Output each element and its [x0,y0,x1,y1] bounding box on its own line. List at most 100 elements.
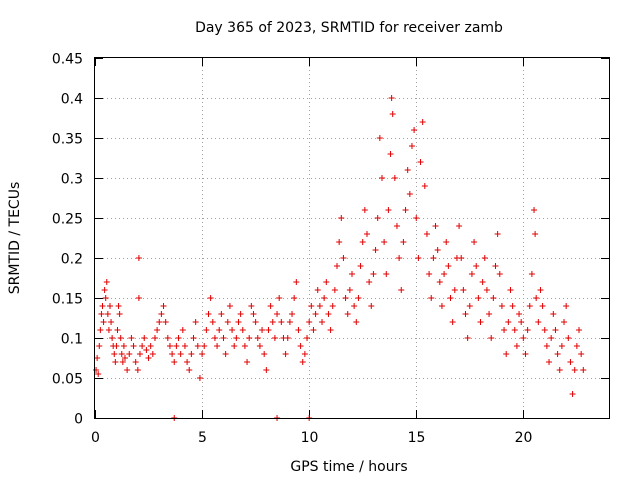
data-point [184,359,191,365]
y-tick-label: 0.35 [52,132,83,148]
data-point [488,335,495,341]
data-point [449,319,456,325]
data-point [164,335,171,341]
data-point [361,207,368,213]
data-point [256,343,263,349]
data-point [334,263,341,269]
data-point [188,351,195,357]
data-point [434,247,441,253]
data-point [259,327,266,333]
data-point [552,327,559,333]
data-point [134,367,141,373]
data-point [363,231,370,237]
data-point [344,311,351,317]
data-point [111,351,118,357]
data-point [370,271,377,277]
data-point [441,271,448,277]
data-point [113,343,120,349]
data-point [175,335,182,341]
data-point [355,295,362,301]
data-point [250,311,257,317]
data-point [518,319,525,325]
data-point [417,159,424,165]
data-point [229,327,236,333]
data-point [419,119,426,125]
y-tick-label: 0.4 [61,92,83,108]
data-point [389,111,396,117]
data-point [310,327,317,333]
data-point [438,303,445,309]
data-point [241,343,248,349]
data-point [561,319,568,325]
y-tick-label: 0.3 [61,172,83,188]
data-point [121,355,128,361]
data-point [524,327,531,333]
data-point [248,303,255,309]
data-point [430,255,437,261]
data-point [325,311,332,317]
data-point [105,327,112,333]
data-point [101,287,108,293]
data-point [464,335,471,341]
data-point [492,263,499,269]
data-point [136,351,143,357]
data-point [558,343,565,349]
data-point [126,351,133,357]
data-point [222,351,229,357]
data-point [475,295,482,301]
data-point [567,359,574,365]
data-point [128,335,135,341]
data-point [471,239,478,245]
data-point [520,335,527,341]
data-point [278,319,285,325]
data-point [239,327,246,333]
data-point [181,343,188,349]
data-point [576,327,583,333]
data-point [496,271,503,277]
data-point [130,343,137,349]
data-point [513,343,520,349]
data-point [244,359,251,365]
y-tick-label: 0.45 [52,52,83,68]
data-point [143,347,150,353]
data-point [342,295,349,301]
data-point [179,327,186,333]
data-point [404,167,411,173]
data-point [115,303,122,309]
data-point [550,311,557,317]
data-point [376,135,383,141]
y-tick-label: 0.05 [52,372,83,388]
data-point [162,319,169,325]
x-tick-label: 5 [198,430,207,446]
data-point [477,319,484,325]
data-point [507,287,514,293]
data-point [261,351,268,357]
data-point [481,255,488,261]
data-point [95,371,102,377]
data-point [316,303,323,309]
data-point [466,303,473,309]
data-point [321,295,328,301]
data-point [299,359,306,365]
data-point [194,343,201,349]
data-point [374,215,381,221]
data-point [411,127,418,133]
data-point [569,391,576,397]
data-point [323,279,330,285]
data-point [98,311,105,317]
y-axis-label: SRMTID / TECUs [7,182,23,295]
data-point [543,343,550,349]
data-point [413,215,420,221]
data-point [308,303,315,309]
data-point [97,327,104,333]
data-point [99,303,106,309]
data-point [112,359,119,365]
data-point [393,223,400,229]
data-point [533,295,540,301]
data-point [192,319,199,325]
data-point [203,327,210,333]
x-tick-label: 15 [408,430,426,446]
data-point [306,319,313,325]
data-point [398,287,405,293]
